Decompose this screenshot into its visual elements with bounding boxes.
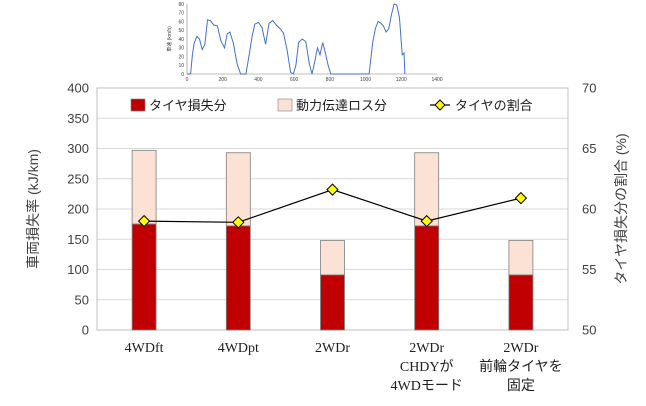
inset-y-tick-label: 60 bbox=[178, 19, 184, 25]
y-tick-label: 50 bbox=[75, 292, 89, 307]
y2-tick-label: 60 bbox=[582, 202, 596, 217]
legend-swatch-transmission-loss bbox=[277, 98, 293, 112]
category-label: 前輪タイヤを bbox=[479, 358, 563, 375]
ratio-marker bbox=[232, 216, 245, 229]
inset-x-tick-label: 1200 bbox=[396, 77, 407, 83]
y2-tick-label: 50 bbox=[582, 323, 596, 338]
legend: タイヤ損失分 動力伝達ロス分 タイヤの割合 bbox=[130, 98, 533, 113]
bar-tire-loss bbox=[225, 225, 251, 331]
bar-transmission-loss bbox=[414, 152, 440, 227]
inset-y-tick-label: 70 bbox=[178, 11, 184, 17]
y-tick-label: 400 bbox=[67, 81, 89, 96]
y-tick-label: 150 bbox=[67, 232, 89, 247]
inset-speed-line bbox=[187, 3, 406, 75]
category-label: 4WDft bbox=[125, 341, 164, 356]
inset-y-axis-title: 車速 (km/h) bbox=[166, 26, 173, 52]
inset-y-tick-label: 20 bbox=[178, 54, 184, 60]
bar-tire-loss bbox=[320, 274, 345, 331]
y-tick-label: 0 bbox=[82, 323, 89, 338]
legend-label-tire-loss: タイヤ損失分 bbox=[149, 98, 227, 113]
inset-y-tick-label: 0 bbox=[181, 72, 184, 78]
bar-transmission-loss bbox=[131, 149, 157, 225]
inset-x-tick-label: 1000 bbox=[360, 77, 371, 83]
y2-tick-label: 70 bbox=[582, 81, 596, 96]
y2-tick-label: 55 bbox=[582, 262, 596, 277]
category-label: 固定 bbox=[507, 378, 535, 394]
ratio-marker bbox=[514, 191, 528, 205]
inset-x-tick-label: 200 bbox=[219, 77, 228, 83]
inset-x-tick-label: 800 bbox=[326, 77, 335, 83]
ratio-marker bbox=[137, 214, 151, 228]
inset-x-tick-label: 0 bbox=[186, 77, 189, 83]
bar-transmission-loss bbox=[225, 152, 251, 227]
inset-y-tick-label: 80 bbox=[178, 2, 184, 8]
y-tick-label: 350 bbox=[67, 111, 89, 126]
category-label: 2WDr bbox=[409, 341, 444, 356]
ratio-marker bbox=[326, 183, 339, 196]
y-tick-label: 250 bbox=[67, 171, 89, 186]
y2-axis-title: タイヤ損失分の割合 (%) bbox=[613, 133, 629, 284]
legend-swatch-tire-loss bbox=[130, 98, 146, 112]
y-tick-label: 300 bbox=[67, 141, 89, 156]
bar-tire-loss bbox=[508, 274, 534, 331]
bar-tire-loss bbox=[131, 223, 157, 331]
ratio-marker bbox=[420, 214, 433, 228]
category-label: CHDYが bbox=[400, 359, 454, 375]
y-tick-label: 200 bbox=[67, 202, 89, 217]
category-label: 4WDモード bbox=[391, 379, 463, 394]
bar-transmission-loss bbox=[508, 240, 534, 276]
inset-y-tick-label: 10 bbox=[178, 63, 184, 69]
y-axis-title: 車両損失率 (kJ/km) bbox=[25, 149, 41, 269]
legend-label-ratio: タイヤの割合 bbox=[455, 98, 533, 113]
inset-x-tick-label: 600 bbox=[290, 77, 299, 83]
inset-y-tick-label: 30 bbox=[178, 46, 184, 52]
inset-y-tick-label: 40 bbox=[178, 37, 184, 43]
category-label: 2WDr bbox=[315, 341, 350, 356]
y2-tick-label: 65 bbox=[582, 141, 596, 156]
inset-y-tick-label: 50 bbox=[178, 28, 184, 34]
legend-label-transmission-loss: 動力伝達ロス分 bbox=[296, 98, 387, 113]
category-label: 4WDpt bbox=[218, 341, 259, 356]
bar-tire-loss bbox=[414, 225, 440, 331]
y-tick-label: 100 bbox=[67, 262, 89, 277]
bar-transmission-loss bbox=[320, 240, 345, 276]
category-label: 2WDr bbox=[503, 341, 538, 356]
inset-x-tick-label: 400 bbox=[254, 77, 263, 83]
inset-x-tick-label: 1400 bbox=[431, 77, 442, 83]
legend-marker-ratio bbox=[434, 99, 446, 111]
